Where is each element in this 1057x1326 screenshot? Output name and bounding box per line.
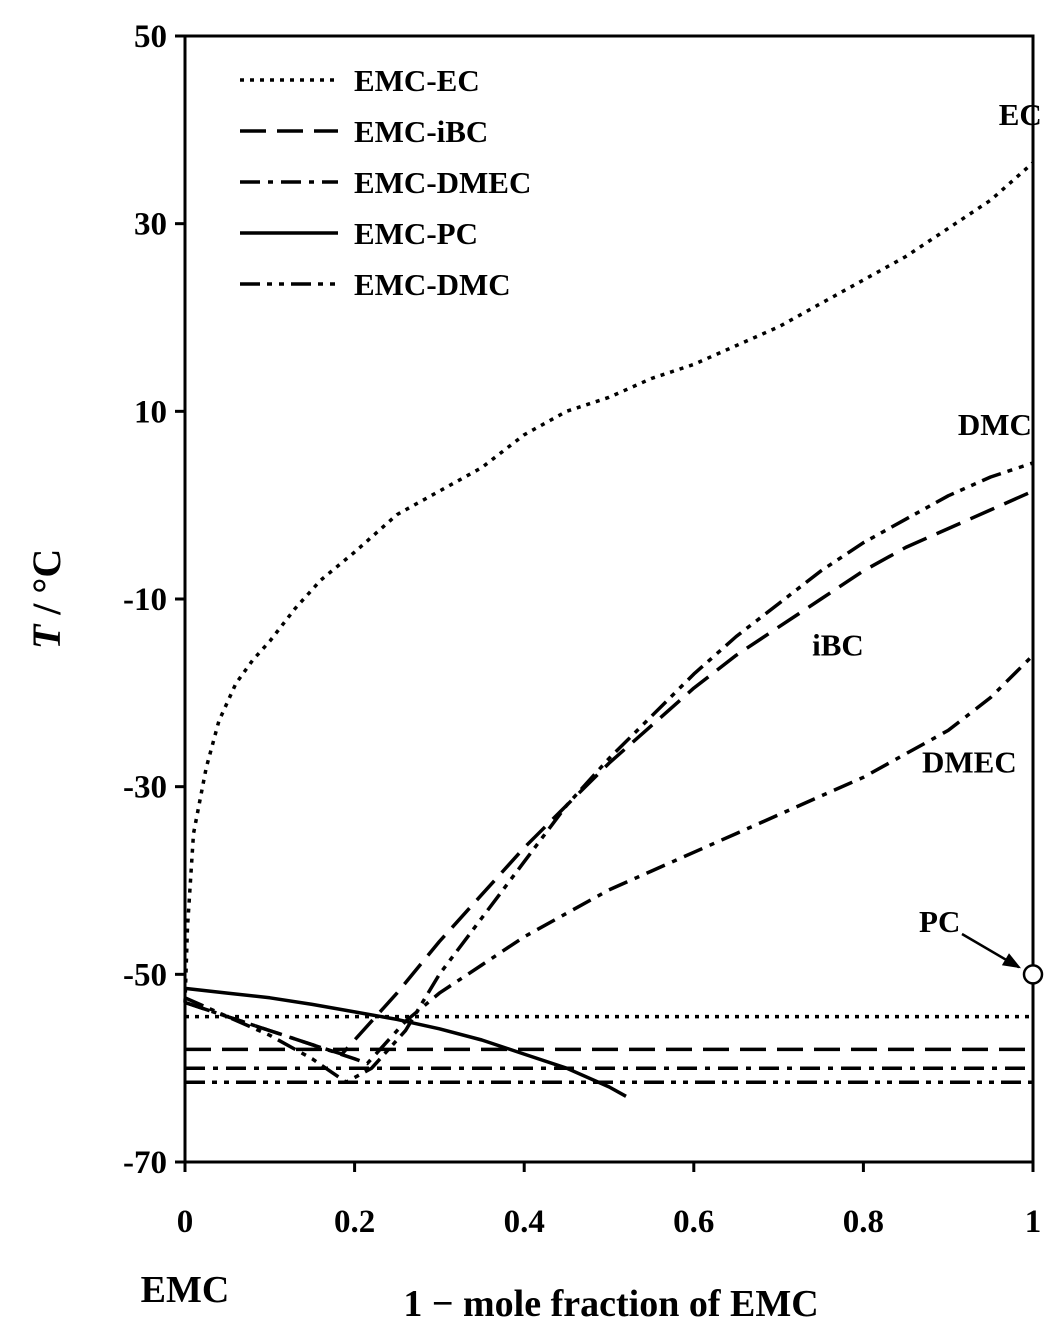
x-axis-left-label: EMC	[141, 1269, 230, 1311]
x-axis-title: 1 − mole fraction of EMC	[403, 1283, 818, 1325]
series-line-emc-dmec-liquidus	[184, 654, 1035, 1066]
x-tick-label: 0.4	[504, 1204, 545, 1240]
y-tick-label: 10	[134, 394, 167, 430]
curve-label: PC	[919, 904, 960, 939]
plot-area-frame	[183, 34, 1035, 1164]
x-tick-label: 0.6	[673, 1204, 714, 1240]
series-line-emc-ec-liquidus	[183, 161, 1035, 1003]
series-line-emc-pc-liquidus	[184, 986, 627, 1098]
y-tick-label: 50	[134, 19, 167, 55]
curve-labels: EC DMC iBC DMEC PC	[812, 97, 1044, 985]
y-tick-label: -30	[123, 770, 167, 806]
x-tick-label: 0	[177, 1204, 194, 1240]
y-tick-label: -10	[123, 582, 167, 618]
y-tick-label: 30	[134, 207, 167, 243]
x-tick-label: 0.8	[843, 1204, 884, 1240]
curve-label: EC	[999, 97, 1042, 132]
series-layer	[183, 161, 1035, 1098]
y-axis-title: T / °C	[24, 549, 69, 649]
series-line-emc-ibc-liquidus	[184, 489, 1034, 1056]
legend-label: EMC-EC	[354, 63, 480, 98]
pc-melting-point-marker	[1022, 964, 1044, 985]
y-tick-label: -70	[123, 1145, 167, 1181]
legend-label: EMC-DMEC	[354, 165, 531, 200]
series-line-emc-dmc-liquidus	[184, 461, 1034, 1084]
curve-label: iBC	[812, 627, 864, 662]
legend-label: EMC-DMC	[354, 267, 511, 302]
y-axis-title-italic: T	[24, 623, 69, 649]
legend-label: EMC-iBC	[354, 114, 488, 149]
legend: EMC-EC EMC-iBC EMC-DMEC EMC-PC EMC-DMC	[240, 63, 531, 302]
legend-label: EMC-PC	[354, 216, 478, 251]
x-tick-label: 0.2	[334, 1204, 375, 1240]
pc-arrow-head	[1001, 953, 1021, 969]
y-axis-title-unit: / °C	[24, 549, 69, 625]
curve-label: DMC	[958, 407, 1032, 442]
curve-label: DMEC	[922, 745, 1017, 780]
y-tick-label: -50	[123, 957, 167, 993]
axis-ticks: -70 -50 -30 -10 10 30 50 0 0.2 0.4 0.6 0.8 1	[123, 19, 1041, 1240]
x-tick-label: 1	[1025, 1204, 1042, 1240]
